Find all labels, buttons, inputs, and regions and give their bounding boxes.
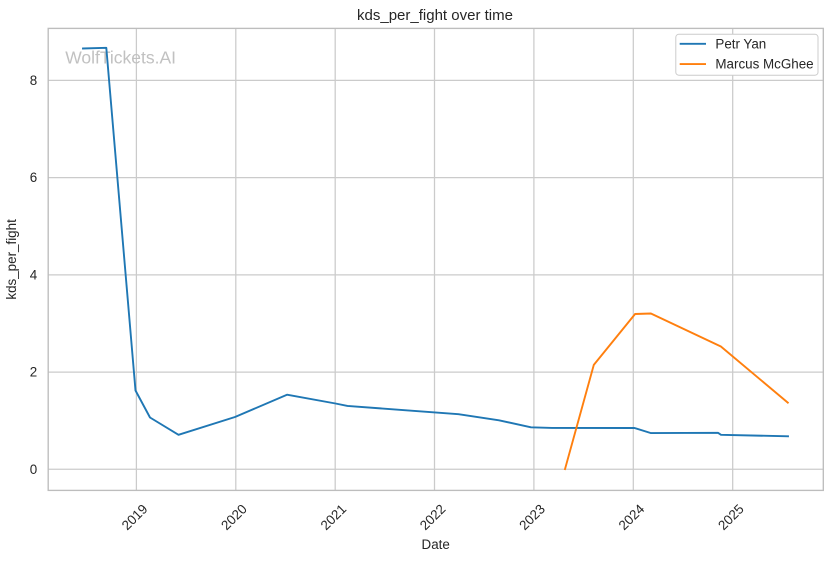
svg-text:Marcus McGhee: Marcus McGhee <box>715 57 813 72</box>
svg-text:4: 4 <box>30 267 38 282</box>
svg-text:6: 6 <box>30 170 37 185</box>
svg-text:8: 8 <box>30 73 37 88</box>
svg-text:kds_per_fight over time: kds_per_fight over time <box>357 7 513 24</box>
svg-text:kds_per_fight: kds_per_fight <box>4 219 19 300</box>
svg-text:Date: Date <box>422 537 450 552</box>
svg-text:Petr Yan: Petr Yan <box>715 36 766 51</box>
svg-text:WolfTickets.AI: WolfTickets.AI <box>65 48 176 68</box>
svg-text:0: 0 <box>30 462 37 477</box>
svg-text:2: 2 <box>30 365 37 380</box>
